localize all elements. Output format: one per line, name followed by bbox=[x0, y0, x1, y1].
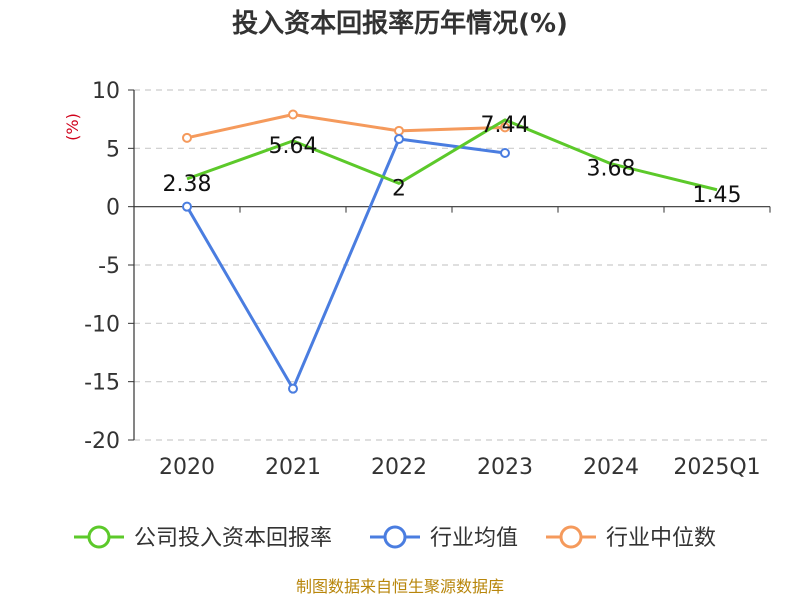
data-label: 5.64 bbox=[269, 134, 318, 159]
x-tick-label: 2022 bbox=[371, 455, 427, 480]
legend-label: 行业均值 bbox=[430, 526, 518, 551]
data-labels: 2.38 5.64 2 7.44 3.68 1.45 bbox=[163, 113, 742, 208]
data-point bbox=[500, 148, 510, 158]
x-tick-label: 2025Q1 bbox=[673, 455, 760, 480]
y-axis-label: (%) bbox=[63, 113, 82, 141]
y-tick-label: -5 bbox=[98, 254, 120, 279]
x-tick-label: 2023 bbox=[477, 455, 533, 480]
data-point bbox=[288, 383, 298, 394]
y-tick-label: 0 bbox=[106, 196, 120, 221]
y-tick-label: -10 bbox=[84, 312, 120, 337]
series-lines bbox=[182, 109, 718, 394]
data-label: 2.38 bbox=[163, 172, 212, 197]
data-label: 7.44 bbox=[481, 113, 530, 138]
legend-item-1: 行业均值 bbox=[370, 525, 518, 551]
series-line bbox=[186, 118, 718, 192]
y-tick-label: -15 bbox=[84, 371, 120, 396]
x-tick-label: 2021 bbox=[265, 455, 321, 480]
legend-label: 行业中位数 bbox=[606, 526, 716, 551]
data-point bbox=[394, 125, 404, 136]
data-point bbox=[182, 201, 192, 212]
y-tick-label: -20 bbox=[84, 429, 120, 454]
data-point bbox=[394, 134, 404, 144]
source-note: 制图数据来自恒生聚源数据库 bbox=[296, 577, 504, 596]
legend-item-0: 公司投入资本回报率 bbox=[74, 525, 332, 551]
legend-label: 公司投入资本回报率 bbox=[134, 526, 332, 551]
legend-marker bbox=[383, 525, 407, 549]
x-tick-labels: 2020 2021 2022 2023 2024 2025Q1 bbox=[159, 455, 761, 480]
y-tick-labels: 10 5 0 -5 -10 -15 -20 bbox=[84, 79, 120, 454]
data-point bbox=[500, 122, 510, 133]
grid-lines bbox=[134, 89, 770, 441]
legend-marker bbox=[87, 525, 111, 549]
series-line bbox=[185, 137, 506, 391]
x-tick-label: 2020 bbox=[159, 455, 215, 480]
y-tick-label: 5 bbox=[106, 137, 120, 162]
x-tick-label: 2024 bbox=[583, 455, 639, 480]
series-2 bbox=[182, 109, 510, 143]
data-point bbox=[288, 109, 298, 120]
data-label: 3.68 bbox=[587, 157, 636, 182]
chart-title: 投入资本回报率历年情况(%) bbox=[232, 8, 568, 39]
data-label: 2 bbox=[392, 176, 406, 201]
series-line bbox=[186, 113, 506, 140]
y-tick-label: 10 bbox=[92, 79, 120, 104]
data-label: 1.45 bbox=[693, 183, 742, 208]
series-1 bbox=[182, 134, 510, 394]
series-0 bbox=[186, 118, 718, 192]
legend-marker bbox=[559, 525, 583, 549]
axes bbox=[128, 89, 771, 441]
legend: 公司投入资本回报率 行业均值 行业中位数 bbox=[74, 525, 716, 551]
legend-item-2: 行业中位数 bbox=[546, 525, 716, 551]
data-point bbox=[182, 132, 192, 143]
